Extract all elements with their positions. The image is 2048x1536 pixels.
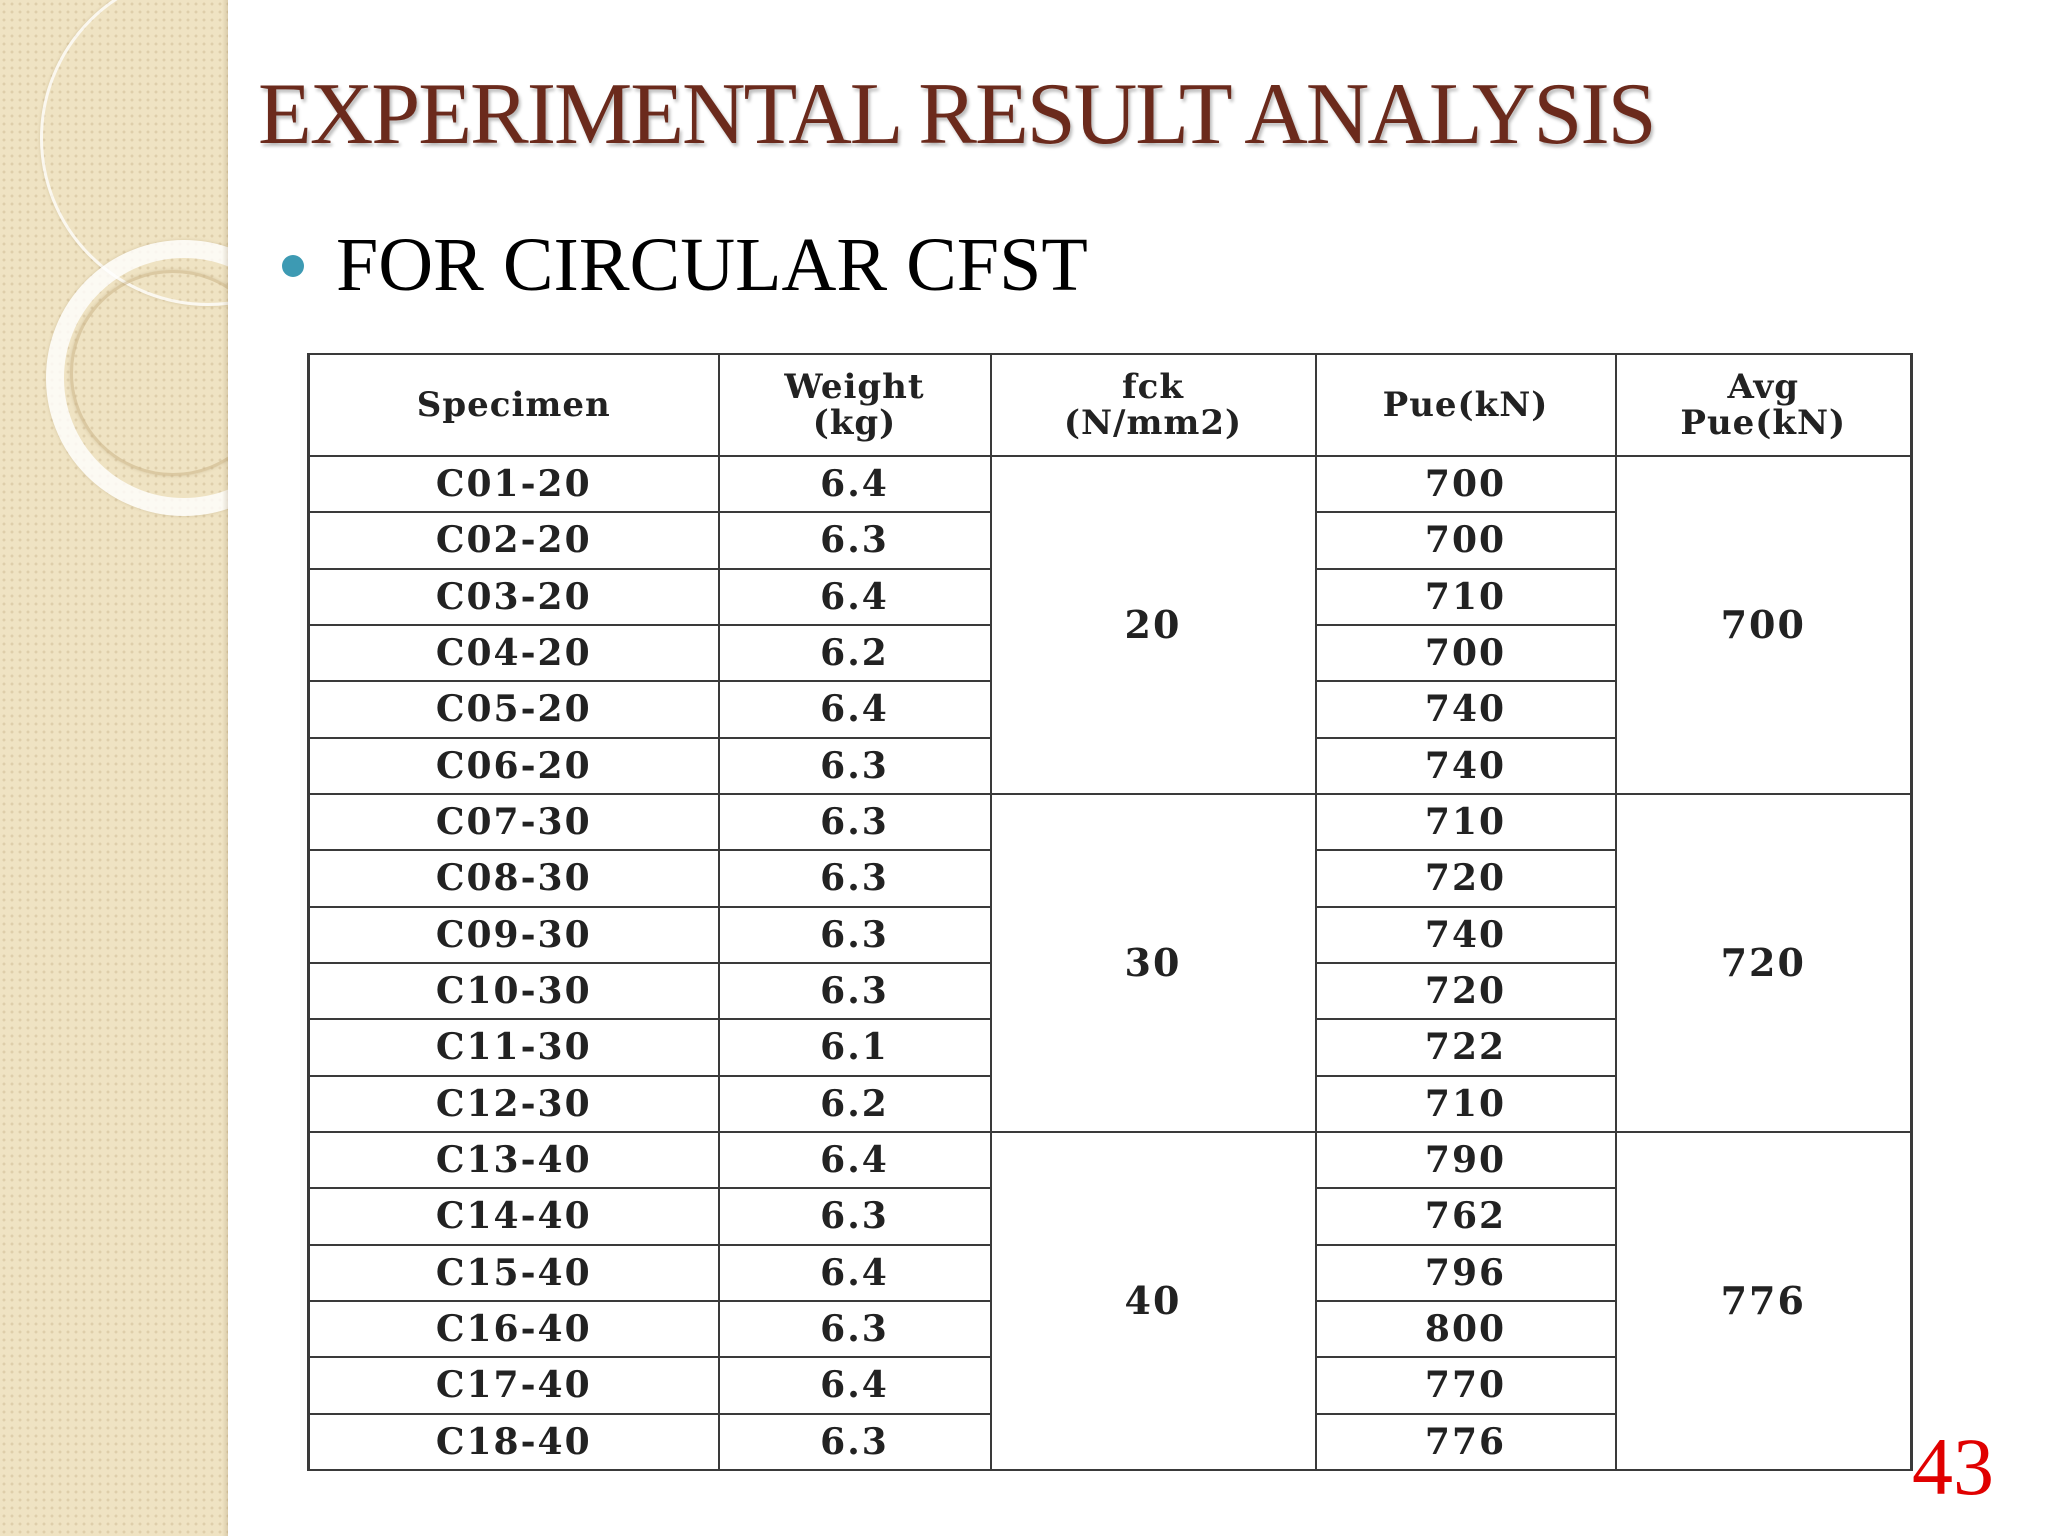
table-row: C17-40 6.4 770 — [307, 1356, 1912, 1415]
pue-cell: 720 — [1314, 849, 1617, 908]
pue-cell: 700 — [1314, 454, 1617, 514]
table-row: C02-20 6.3 700 — [307, 511, 1912, 570]
pue-cell: 710 — [1314, 1074, 1617, 1133]
weight-cell: 6.3 — [717, 1299, 992, 1359]
pue-cell: 722 — [1314, 1018, 1617, 1077]
avg-pue-group-cell: 720 — [1614, 792, 1913, 1133]
pue-cell: 720 — [1314, 961, 1617, 1021]
table-row: C14-40 6.3 762 — [307, 1187, 1912, 1246]
pue-cell: 800 — [1314, 1299, 1617, 1359]
weight-cell: 6.4 — [717, 680, 992, 739]
pue-cell: 790 — [1314, 1130, 1617, 1190]
weight-cell: 6.3 — [717, 511, 992, 570]
table-row: C11-30 6.1 722 — [307, 1018, 1912, 1077]
fck-group-cell: 40 — [989, 1130, 1317, 1472]
weight-cell: 6.3 — [717, 792, 992, 852]
header-pue: Pue(kN) — [1314, 353, 1617, 457]
table-row: C13-40 6.4 40 790 776 — [307, 1130, 1913, 1472]
weight-cell: 6.4 — [717, 567, 992, 626]
header-specimen: Specimen — [307, 353, 720, 457]
pue-cell: 740 — [1314, 680, 1617, 739]
results-table: Specimen Weight (kg) fck (N/mm2) Pue(kN) A… — [307, 353, 1913, 1472]
decorative-sidebar — [0, 0, 228, 1536]
specimen-cell: C11-30 — [307, 1018, 720, 1077]
pue-cell: 776 — [1314, 1412, 1617, 1472]
specimen-cell: C17-40 — [307, 1356, 720, 1415]
specimen-cell: C12-30 — [307, 1074, 720, 1133]
weight-cell: 6.3 — [717, 849, 992, 908]
specimen-cell: C15-40 — [307, 1243, 720, 1302]
specimen-cell: C14-40 — [307, 1187, 720, 1246]
page-number: 43 — [1912, 1421, 1994, 1512]
pue-cell: 710 — [1314, 567, 1617, 626]
weight-cell: 6.2 — [717, 1074, 992, 1133]
pue-cell: 762 — [1314, 1187, 1617, 1246]
pue-cell: 740 — [1314, 905, 1617, 964]
pue-cell: 796 — [1314, 1243, 1617, 1302]
pue-cell: 710 — [1314, 792, 1617, 852]
slide-title: EXPERIMENTAL RESULT ANALYSIS — [258, 66, 1657, 163]
table-row: C03-20 6.4 710 — [307, 567, 1912, 626]
pue-cell: 740 — [1314, 736, 1617, 795]
specimen-cell: C09-30 — [307, 905, 720, 964]
fck-group-cell: 20 — [989, 455, 1317, 795]
weight-cell: 6.3 — [717, 736, 992, 795]
pue-cell: 700 — [1314, 623, 1617, 683]
weight-cell: 6.3 — [717, 961, 992, 1021]
header-avg-pue: Avg Pue(kN) — [1614, 353, 1913, 457]
specimen-cell: C18-40 — [307, 1412, 720, 1472]
weight-cell: 6.4 — [717, 454, 992, 514]
weight-cell: 6.1 — [717, 1018, 992, 1077]
pue-cell: 770 — [1314, 1356, 1617, 1415]
weight-cell: 6.4 — [717, 1356, 992, 1415]
pue-cell: 700 — [1314, 511, 1617, 570]
specimen-cell: C16-40 — [307, 1299, 720, 1359]
header-fck: fck (N/mm2) — [989, 353, 1317, 457]
weight-cell: 6.3 — [717, 1187, 992, 1246]
avg-pue-group-cell: 700 — [1614, 455, 1913, 795]
table-row: C05-20 6.4 740 — [307, 680, 1912, 739]
specimen-cell: C04-20 — [307, 623, 720, 683]
specimen-cell: C07-30 — [307, 792, 720, 852]
bullet-dot-icon — [282, 254, 304, 277]
table-row: C01-20 6.4 20 700 700 — [307, 454, 1913, 795]
table-row: C04-20 6.2 700 — [307, 623, 1912, 683]
specimen-cell: C05-20 — [307, 680, 720, 739]
weight-cell: 6.3 — [717, 1412, 992, 1472]
specimen-cell: C06-20 — [307, 736, 720, 795]
specimen-cell: C13-40 — [307, 1130, 720, 1190]
weight-cell: 6.3 — [717, 905, 992, 964]
table-row: C15-40 6.4 796 — [307, 1243, 1912, 1302]
bullet-item: FOR CIRCULAR CFST — [282, 222, 1088, 309]
table-row: C16-40 6.3 800 — [307, 1299, 1912, 1359]
table-row: C06-20 6.3 740 — [307, 736, 1912, 795]
table-row: C10-30 6.3 720 — [307, 961, 1912, 1021]
table-row: C07-30 6.3 30 710 720 — [307, 792, 1913, 1133]
avg-pue-group-cell: 776 — [1614, 1130, 1913, 1472]
bullet-text: FOR CIRCULAR CFST — [336, 223, 1088, 307]
table-row: C08-30 6.3 720 — [307, 849, 1912, 908]
table-body: C01-20 6.4 20 700 700 C02-20 6.3 700 C03-20 6.4 71… — [307, 454, 1913, 1472]
weight-cell: 6.2 — [717, 623, 992, 683]
specimen-cell: C08-30 — [307, 849, 720, 908]
fck-group-cell: 30 — [989, 792, 1317, 1133]
table-row: C18-40 6.3 776 — [307, 1412, 1912, 1472]
weight-cell: 6.4 — [717, 1243, 992, 1302]
weight-cell: 6.4 — [717, 1130, 992, 1190]
table-row: C12-30 6.2 710 — [307, 1074, 1912, 1133]
table-header-row: Specimen Weight (kg) fck (N/mm2) Pue(kN) A… — [307, 353, 1913, 457]
table-row: C09-30 6.3 740 — [307, 905, 1912, 964]
specimen-cell: C01-20 — [307, 454, 720, 514]
specimen-cell: C03-20 — [307, 567, 720, 626]
header-weight: Weight (kg) — [717, 353, 992, 457]
specimen-cell: C10-30 — [307, 961, 720, 1021]
specimen-cell: C02-20 — [307, 511, 720, 570]
